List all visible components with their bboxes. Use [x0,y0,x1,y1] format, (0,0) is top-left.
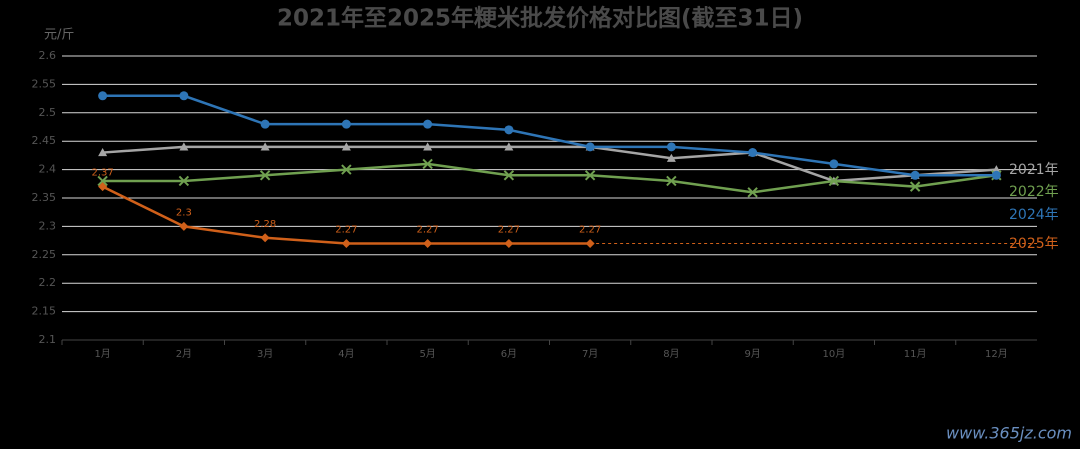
point [179,142,189,151]
point [991,165,1001,174]
point [828,175,840,187]
point [260,142,270,151]
watermark: www.365jz.com [946,424,1072,443]
point [341,119,351,129]
y-tick-label: 2.35 [32,191,57,204]
y-tick-label: 2.25 [32,248,57,261]
x-tick-label: 7月 [582,348,598,360]
point [504,238,514,248]
point [259,170,271,181]
point [666,153,676,162]
series-line [102,145,997,183]
point [503,170,515,181]
data-label: 2.27 [498,224,520,235]
data-label: 2.27 [335,224,357,235]
legend-label: 2022年 [1009,184,1059,200]
point [504,142,514,151]
y-tick-label: 2.15 [32,305,57,318]
x-tick-label: 8月 [663,348,679,360]
x-tick-label: 6月 [501,348,517,360]
point [179,221,189,231]
data-label: 2.3 [176,207,192,218]
x-tick-label: 4月 [338,348,354,360]
point [585,142,595,152]
point [829,159,839,169]
point [341,238,351,248]
point [341,142,351,151]
x-tick-label: 3月 [257,348,273,360]
x-tick-label: 2月 [176,348,192,360]
x-tick-label: 12月 [985,348,1008,360]
point [260,119,270,129]
point [179,91,189,101]
point [423,238,433,248]
y-tick-label: 2.3 [39,219,57,232]
y-tick-label: 2.6 [39,49,57,62]
legend-label: 2025年 [1009,236,1059,252]
x-tick-label: 10月 [823,348,846,360]
y-tick-label: 2.1 [39,333,57,346]
y-tick-label: 2.55 [32,77,57,90]
data-label: 2.28 [254,219,276,230]
point [910,170,920,180]
legend-label: 2021年 [1009,162,1059,178]
point [504,125,514,135]
x-tick-label: 1月 [94,348,110,360]
legend-label: 2024年 [1009,207,1059,223]
y-axis-label: 元/斤 [44,28,74,43]
point [98,148,108,157]
point [666,142,676,152]
point [423,119,433,129]
point [909,181,921,192]
point [260,233,270,243]
data-label: 2.27 [579,224,601,235]
data-label: 2.37 [91,168,113,179]
point [341,164,352,175]
point [423,142,433,151]
y-tick-label: 2.5 [39,106,57,119]
series-line [102,162,997,194]
series-line [102,94,997,177]
y-tick-label: 2.4 [39,163,57,176]
data-label: 2.27 [416,224,438,235]
point [747,187,758,198]
point [178,175,190,187]
point [991,170,1001,180]
point [97,175,108,187]
point [666,175,677,187]
chart-title: 2021年至2025年粳米批发价格对比图(截至31日) [277,5,803,32]
point [422,158,433,170]
point [98,91,108,101]
y-tick-label: 2.45 [32,134,57,147]
point [584,170,596,181]
point [748,148,758,158]
y-tick-label: 2.2 [39,276,57,289]
point [98,182,108,192]
x-tick-label: 5月 [419,348,435,360]
point [585,238,595,248]
x-tick-label: 9月 [744,348,760,360]
x-tick-label: 11月 [904,348,927,360]
